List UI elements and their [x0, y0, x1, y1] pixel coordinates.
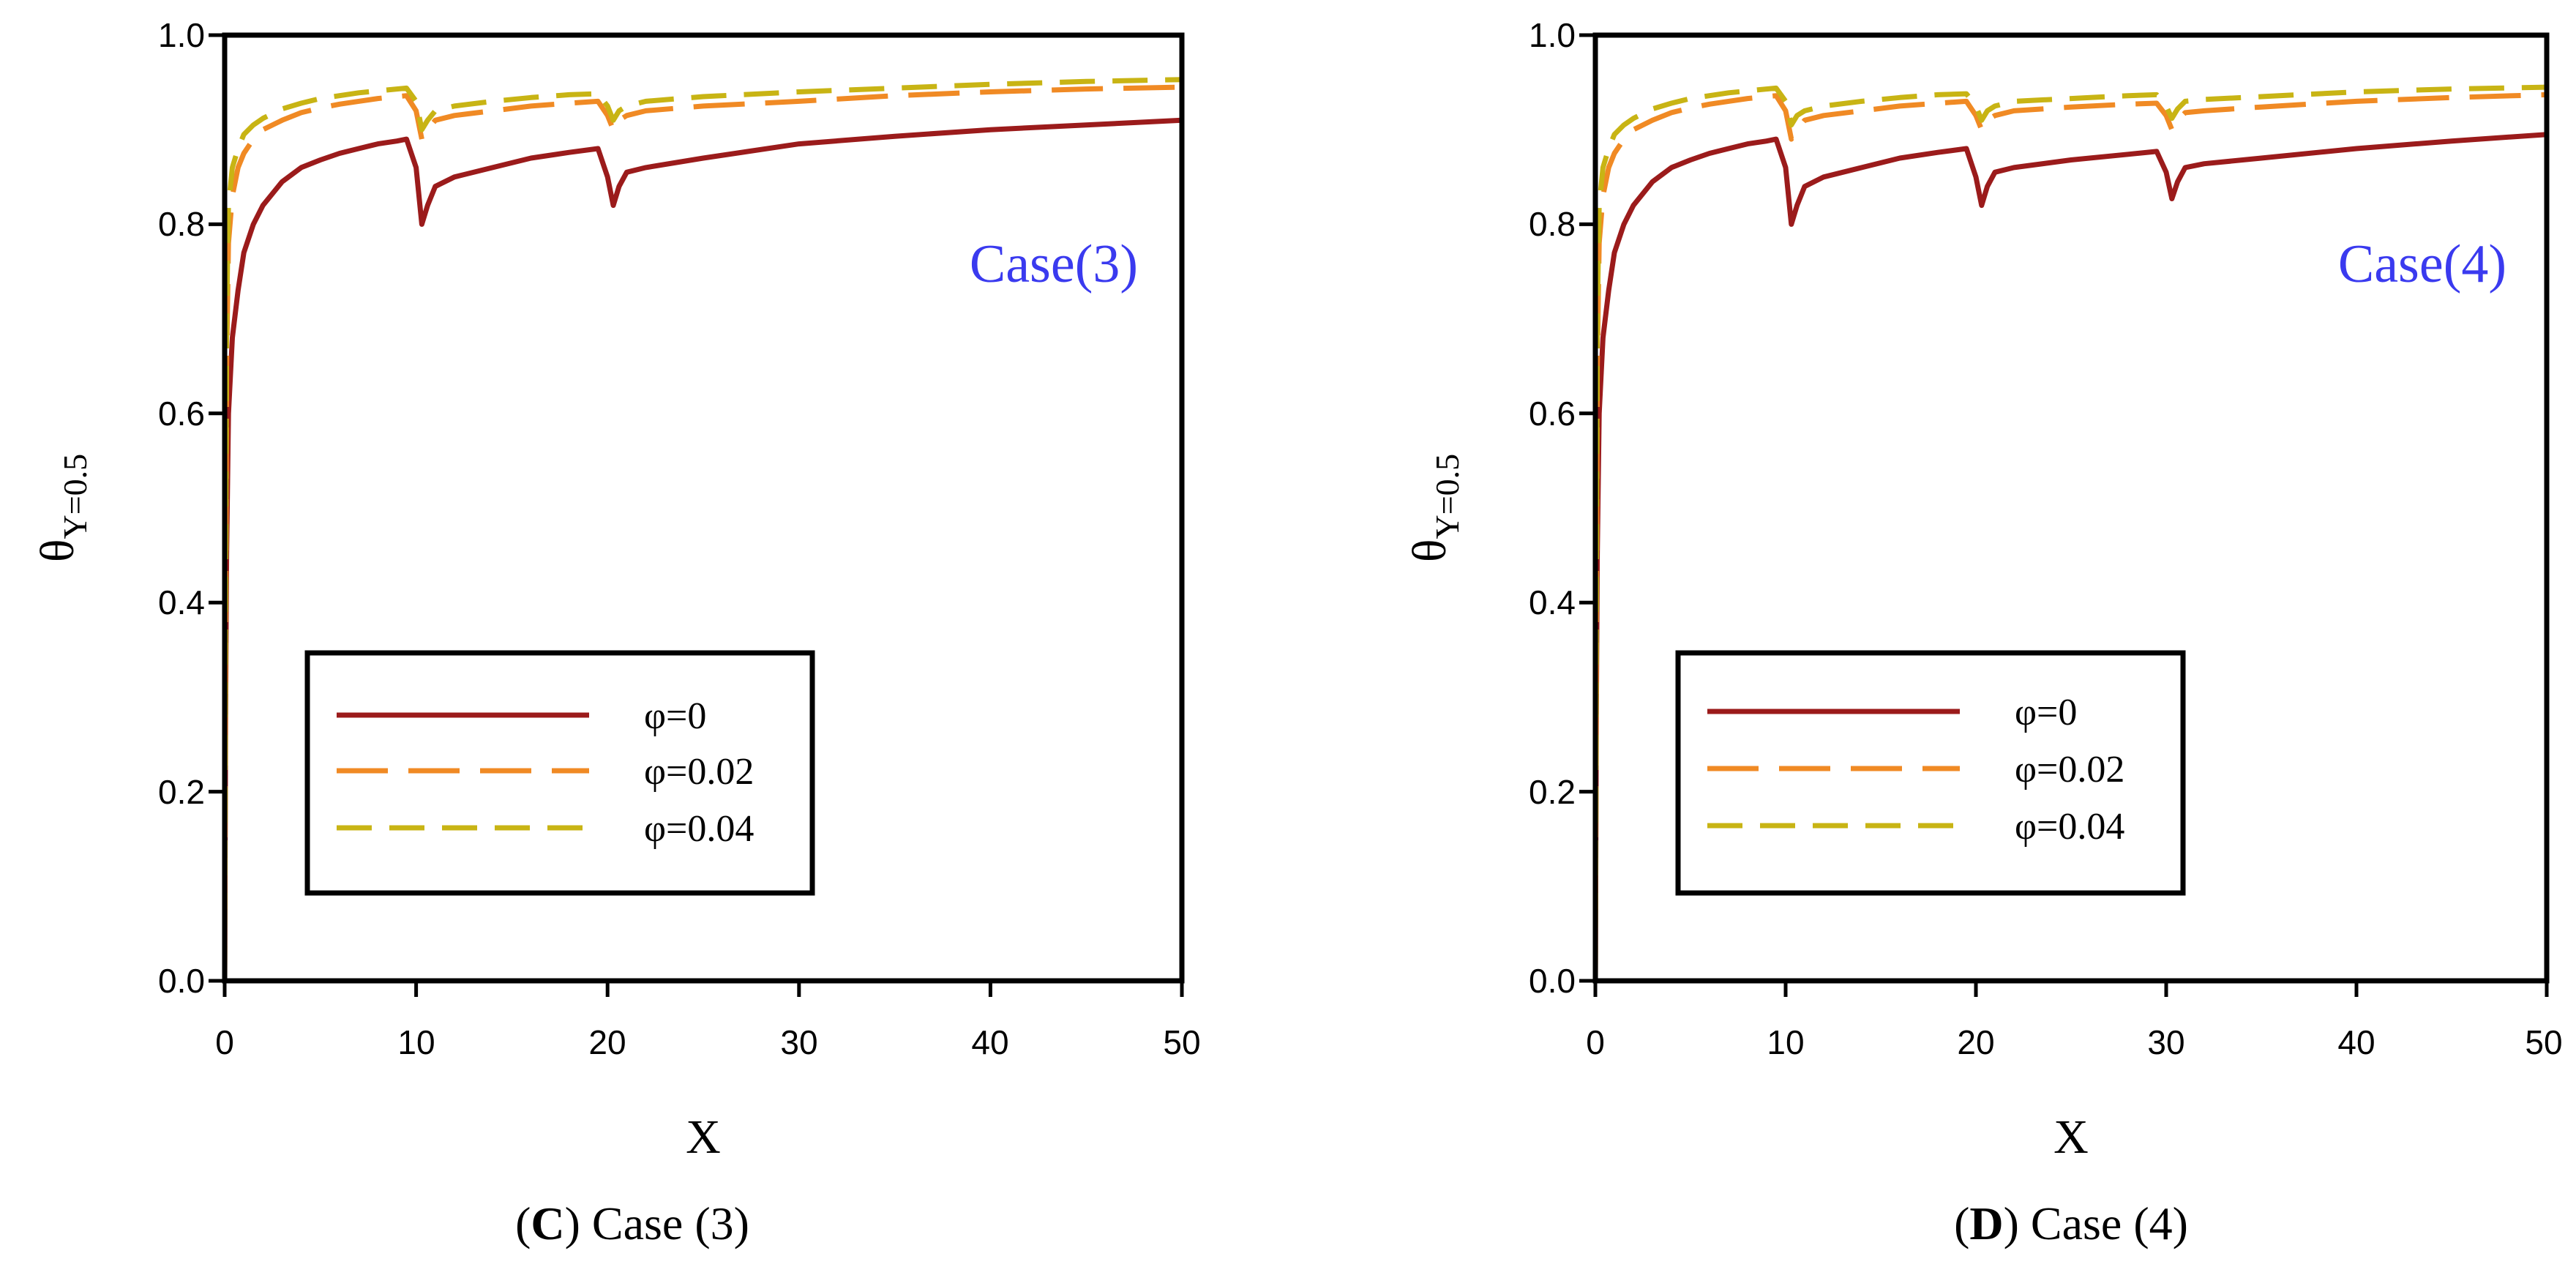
panel-c-caption: (C) Case (3) [515, 1197, 749, 1249]
panel-d-ytick-label: 0.4 [1529, 583, 1576, 621]
panel-d-series-line-0 [1592, 132, 2547, 982]
panel-d-y-axis-title: θY=0.5 [1403, 454, 1466, 562]
panel-d: 0.0 0.2 0.4 0.6 0.8 1.0 0 10 20 30 40 50… [1403, 16, 2563, 1249]
panel-c-case-annotation: Case(3) [970, 234, 1138, 294]
panel-d-series-line-1 [1592, 91, 2547, 982]
panel-c-legend-label: φ=0.04 [644, 808, 754, 850]
panel-d-xtick-label: 20 [1957, 1023, 1994, 1061]
panel-c-y-axis-symbol: θ [31, 539, 84, 563]
panel-d-caption-letter: D [1969, 1197, 2003, 1249]
panel-c-ytick-label: 0.2 [158, 773, 205, 811]
panel-d-legend-label: φ=0.04 [2015, 806, 2124, 848]
panel-d-xtick-label: 10 [1767, 1023, 1804, 1061]
panel-c-series [222, 77, 1183, 982]
panel-c-x-axis-title: X [686, 1110, 721, 1164]
panel-d-legend-box [1675, 650, 2186, 896]
panel-c-xtick-label: 30 [780, 1023, 817, 1061]
panel-d-x-axis-title: X [2053, 1110, 2089, 1164]
panel-c-series-line-0 [222, 117, 1183, 982]
panel-c-xtick-label: 0 [215, 1023, 234, 1061]
panel-d-y-axis-symbol: θ [1403, 539, 1456, 563]
panel-c-ticks [209, 33, 1184, 997]
panel-c-series-line-2 [222, 77, 1183, 982]
panel-c-series-line-1 [222, 84, 1183, 982]
panel-d-series [1592, 84, 2547, 982]
panel-c-ytick-label: 0.8 [158, 205, 205, 243]
panel-d-ytick-label: 0.0 [1529, 962, 1576, 1000]
panel-c-y-axis-subscript: Y=0.5 [56, 454, 94, 539]
panel-d-ytick-label: 0.8 [1529, 205, 1576, 243]
panel-d-xtick-label: 50 [2525, 1023, 2562, 1061]
panel-c-caption-text: Case (3) [580, 1197, 749, 1249]
panel-d-ticks [1579, 33, 2549, 997]
panel-d-plot-frame [1592, 32, 2550, 984]
panel-d-xtick-label: 0 [1586, 1023, 1605, 1061]
panel-d-legend-label: φ=0 [2015, 692, 2077, 733]
panel-d-caption: (D) Case (4) [1954, 1197, 2188, 1249]
panel-d-legend-label: φ=0.02 [2015, 749, 2124, 791]
panel-d-ytick-label: 0.2 [1529, 773, 1576, 811]
panel-c: 0.0 0.2 0.4 0.6 0.8 1.0 0 10 20 30 40 50… [31, 16, 1201, 1249]
panel-d-ytick-label: 0.6 [1529, 395, 1576, 433]
panel-c-y-axis-title: θY=0.5 [31, 454, 94, 562]
panel-c-legend-label: φ=0 [644, 695, 706, 737]
panel-d-ytick-label: 1.0 [1529, 16, 1576, 54]
panel-d-caption-text: Case (4) [2019, 1197, 2188, 1249]
panel-d-series-line-2 [1592, 84, 2547, 982]
panel-c-xtick-label: 20 [588, 1023, 626, 1061]
panel-c-legend-label: φ=0.02 [644, 751, 754, 793]
panel-c-plot-frame [222, 32, 1185, 984]
panel-d-xtick-label: 30 [2147, 1023, 2184, 1061]
panel-c-ytick-label: 1.0 [158, 16, 205, 54]
panel-c-xtick-label: 40 [971, 1023, 1008, 1061]
panel-c-ytick-label: 0.6 [158, 395, 205, 433]
panel-c-xtick-label: 10 [397, 1023, 435, 1061]
panel-c-ytick-label: 0.4 [158, 583, 205, 621]
panel-d-xtick-label: 40 [2337, 1023, 2375, 1061]
panel-c-caption-letter: C [531, 1197, 564, 1249]
panel-d-case-annotation: Case(4) [2338, 234, 2506, 294]
panel-d-y-axis-subscript: Y=0.5 [1429, 454, 1466, 539]
panel-c-ytick-label: 0.0 [158, 962, 205, 1000]
panel-c-xtick-label: 50 [1163, 1023, 1200, 1061]
